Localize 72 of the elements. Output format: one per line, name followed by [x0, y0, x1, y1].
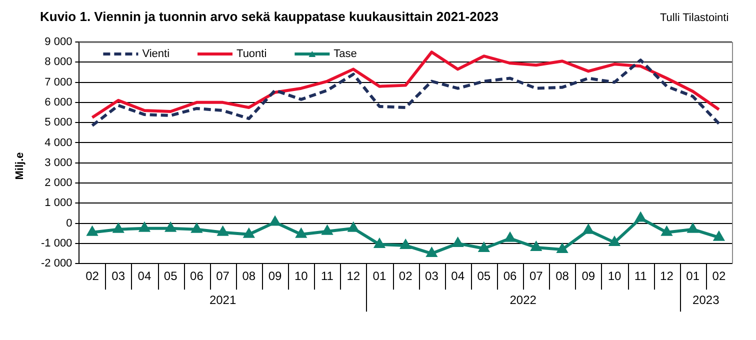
point [531, 242, 542, 251]
x-tick-label: 04 [138, 269, 152, 284]
y-tick-label: 0 [66, 217, 72, 230]
x-tick-label: 05 [164, 269, 178, 284]
point [113, 224, 124, 233]
x-tick-label: 06 [503, 269, 518, 284]
x-tick-label: 09 [582, 269, 596, 284]
text: 2021 [209, 292, 236, 307]
x-tick-label: 12 [660, 269, 674, 284]
y-tick-label: 7 000 [44, 76, 72, 88]
x-tick-label: 03 [425, 269, 439, 284]
y-tick-label: 3 000 [44, 156, 72, 169]
point [610, 236, 620, 246]
y-tick-label: 9 000 [44, 36, 72, 48]
point [714, 232, 724, 241]
x-tick-label: 04 [451, 269, 465, 284]
x-tick-label: 10 [608, 269, 622, 284]
point [322, 226, 332, 235]
x-tick-label: 02 [712, 269, 726, 284]
x-tick-label: 08 [556, 269, 570, 284]
point [348, 222, 358, 232]
point [426, 248, 437, 258]
point [87, 226, 98, 236]
point [688, 224, 698, 233]
point [400, 240, 411, 249]
x-tick-label: 02 [86, 269, 100, 284]
point [452, 238, 463, 247]
x-tick-label: 08 [242, 269, 256, 284]
point [557, 244, 568, 253]
x-tick-label: 01 [686, 269, 700, 284]
x-tick-label: 03 [112, 269, 126, 284]
point [192, 224, 202, 233]
x-tick-label: 07 [216, 269, 230, 284]
point [478, 242, 489, 252]
line-series [90, 58, 720, 128]
chart-title: Kuvio 1. Viennin ja tuonnin arvo sekä kauppatase kuukausittain 2021-2023 [40, 9, 499, 24]
legend-label: Tuonti [236, 48, 267, 60]
x-tick-label: 11 [321, 269, 334, 284]
x-tick-label: 02 [398, 269, 413, 284]
legend-label: Tase [334, 48, 357, 60]
y-tick-label: 8 000 [44, 56, 72, 68]
y-axis-title: Milj.e [14, 151, 26, 182]
point [244, 228, 254, 238]
y-tick-label: -1 000 [40, 237, 72, 250]
point [140, 222, 150, 232]
y-tick-label: 2 000 [44, 177, 72, 190]
point [218, 226, 228, 236]
point [583, 224, 594, 234]
text: Tulli Tilastointi [660, 12, 730, 25]
x-tick-label: 11 [634, 269, 648, 284]
legend-label: Vienti [142, 48, 170, 60]
y-tick-label: 6 000 [44, 96, 72, 108]
point [505, 232, 516, 242]
point [636, 212, 646, 222]
point [374, 238, 384, 248]
text: 2022 [510, 292, 537, 307]
text: 2023 [692, 292, 720, 307]
y-tick-label: 4 000 [44, 136, 72, 149]
point [662, 226, 672, 236]
y-tick-label: 1 000 [44, 197, 72, 210]
y-tick-label: 5 000 [44, 116, 72, 129]
y-tick-label: -2 000 [40, 258, 72, 270]
point [166, 222, 176, 232]
point [296, 228, 306, 238]
x-tick-label: 09 [268, 269, 282, 284]
x-tick-label: 07 [529, 269, 544, 284]
x-tick-label: 06 [190, 269, 204, 284]
x-tick-label: 10 [294, 269, 308, 284]
x-tick-label: 12 [346, 269, 360, 284]
x-tick-label: 01 [372, 269, 386, 284]
point [270, 216, 280, 226]
x-tick-label: 05 [477, 269, 491, 284]
